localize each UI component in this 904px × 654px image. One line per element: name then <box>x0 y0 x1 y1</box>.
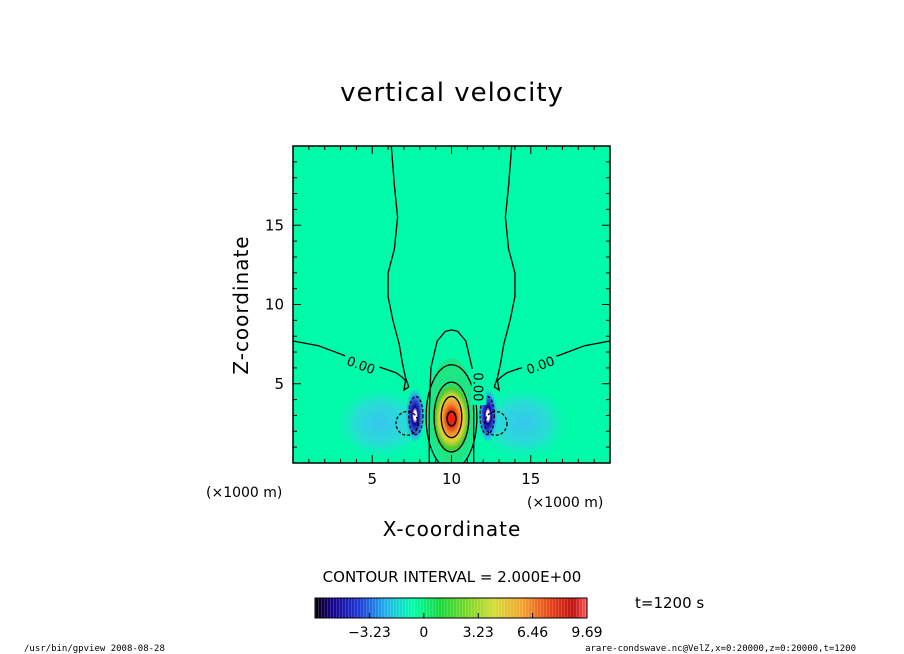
updraft-core <box>431 382 472 456</box>
weak-downdraft-right <box>472 382 574 463</box>
time-label: t=1200 s <box>635 594 704 612</box>
colorbar-tick-label: 0 <box>419 625 428 641</box>
contour-label-bg <box>520 351 560 378</box>
colorbar-tick-label: −3.23 <box>348 625 391 641</box>
contour-interval-label: CONTOUR INTERVAL = 2.000E+00 <box>323 568 582 586</box>
contour-pos-1 <box>425 364 478 463</box>
contour-pos-4 <box>446 410 457 427</box>
contour-pos-2 <box>433 381 470 453</box>
x-axis-label: X-coordinate <box>383 517 522 541</box>
contour-label: 0.00 <box>469 372 484 401</box>
contour-label-bg <box>471 368 487 405</box>
contour-pos-3 <box>440 395 463 439</box>
colorbar-frame <box>314 597 588 619</box>
x-tick-label: 15 <box>521 470 540 488</box>
contour-neg-left <box>408 395 424 436</box>
colorbar-ticks: −3.23 0 3.23 6.46 9.69 <box>348 613 603 641</box>
colorbar-stripes <box>315 598 587 618</box>
colorbar-tick-label: 6.46 <box>517 625 548 641</box>
y-tick-label: 5 <box>274 375 284 393</box>
y-axis-label: Z-coordinate <box>229 235 253 374</box>
contour-neg-right-outer <box>484 410 508 436</box>
y-axis-unit: (×1000 m) <box>206 485 282 501</box>
footer-left: /usr/bin/gpview 2008-08-28 <box>24 644 165 654</box>
axes: 5 10 15 5 10 15 <box>265 145 611 488</box>
contour-neg-left-outer <box>395 410 419 436</box>
weak-downdraft-left <box>329 382 431 463</box>
colorbar-tick-label: 9.69 <box>571 625 602 641</box>
plot-area <box>293 146 610 463</box>
x-tick-label: 5 <box>367 470 377 488</box>
chart-title: vertical velocity <box>340 78 564 108</box>
x-tick-label: 10 <box>442 470 461 488</box>
y-tick-label: 10 <box>265 296 284 314</box>
footer-right: arare-condswave.nc@VelZ,x=0:20000,z=0:20… <box>585 644 856 654</box>
contour-neg-right <box>479 395 495 436</box>
contour-label-bg <box>341 351 381 378</box>
x-axis-unit: (×1000 m) <box>527 495 603 511</box>
colorbar-tick-label: 3.23 <box>463 625 494 641</box>
y-tick-label: 15 <box>265 216 284 234</box>
